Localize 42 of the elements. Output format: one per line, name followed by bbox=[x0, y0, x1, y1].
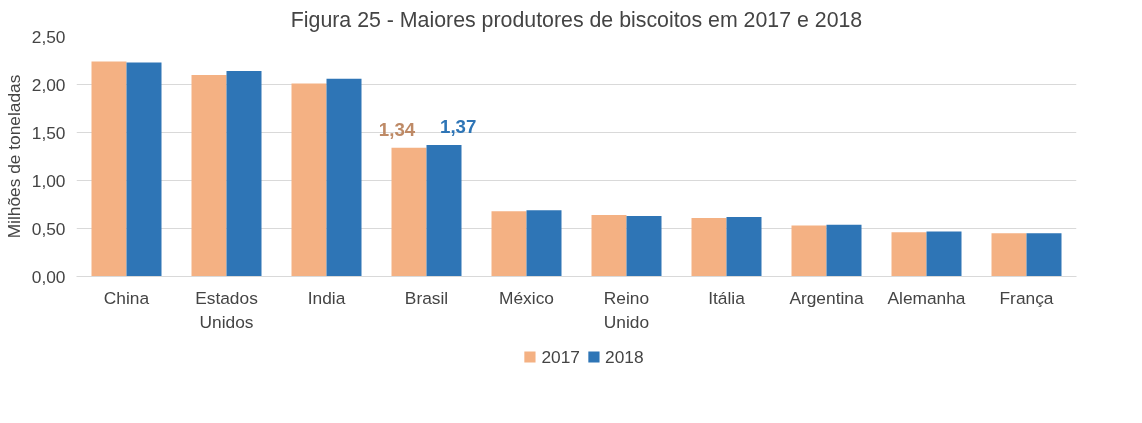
bar bbox=[791, 225, 827, 277]
x-tick-label: Alemanha bbox=[887, 287, 966, 308]
x-tick-label: Reino Unido bbox=[603, 287, 650, 332]
bar bbox=[591, 215, 627, 277]
bar bbox=[926, 231, 962, 277]
x-tick-label: Itália bbox=[708, 287, 746, 308]
legend-label: 2018 bbox=[605, 346, 644, 367]
bar bbox=[191, 74, 227, 277]
bar bbox=[291, 83, 327, 277]
bar bbox=[226, 71, 262, 277]
bar bbox=[991, 233, 1027, 277]
x-tick-label: México bbox=[499, 287, 554, 308]
y-tick-label: 2,50 bbox=[31, 26, 66, 47]
bar bbox=[891, 232, 927, 277]
y-tick-label: 0,50 bbox=[31, 218, 66, 239]
chart-title: Figura 25 - Maiores produtores de biscoitos em 2017 e 2018 bbox=[290, 7, 863, 32]
bar bbox=[91, 61, 127, 277]
x-tick-label: França bbox=[999, 287, 1054, 308]
bar bbox=[1026, 233, 1062, 277]
bar bbox=[326, 78, 362, 277]
x-tick-label: Argentina bbox=[789, 287, 864, 308]
legend-label: 2017 bbox=[541, 346, 580, 367]
y-tick-label: 2,00 bbox=[31, 74, 66, 95]
data-label: 1,34 bbox=[378, 118, 416, 140]
bar bbox=[426, 144, 462, 277]
bar bbox=[691, 217, 727, 277]
bar bbox=[126, 62, 162, 277]
bar bbox=[526, 210, 562, 277]
data-label: 1,37 bbox=[440, 115, 477, 137]
x-tick-label: Estados Unidos bbox=[195, 287, 259, 332]
x-tick-label: Brasil bbox=[404, 287, 449, 308]
bar bbox=[391, 147, 427, 277]
y-axis-title: Milhões de toneladas bbox=[3, 74, 24, 239]
bar bbox=[626, 216, 662, 277]
bar bbox=[491, 211, 527, 277]
y-tick-label: 0,00 bbox=[31, 266, 66, 287]
y-tick-label: 1,50 bbox=[31, 122, 66, 143]
x-tick-label: China bbox=[103, 287, 150, 308]
x-tick-label: India bbox=[307, 287, 346, 308]
bar bbox=[726, 216, 762, 277]
bar bbox=[826, 224, 862, 277]
y-tick-label: 1,00 bbox=[31, 170, 66, 191]
